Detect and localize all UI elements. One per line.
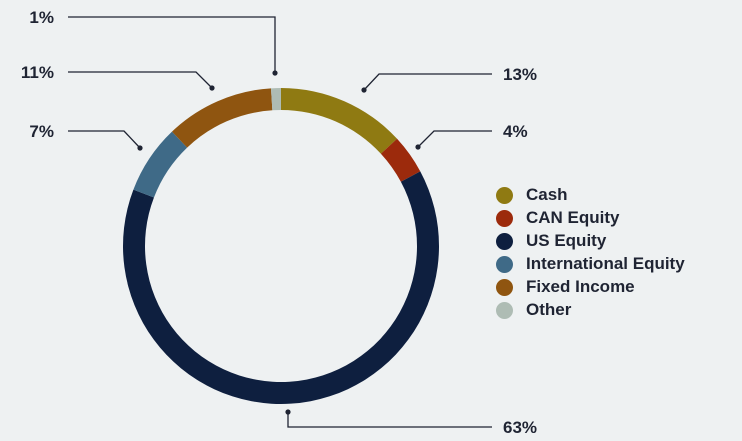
legend-swatch-can-equity	[496, 209, 513, 227]
legend-item-can-equity: CAN Equity	[496, 207, 685, 229]
donut-slices	[122, 88, 439, 404]
value-label-can-equity: 4%	[503, 122, 528, 141]
legend-item-cash: Cash	[496, 184, 685, 206]
leader-line-cash	[363, 73, 492, 91]
legend-swatch-other	[496, 301, 513, 319]
legend-label-can-equity: CAN Equity	[526, 208, 620, 227]
slice-other	[270, 88, 281, 111]
legend-item-fixed-income: Fixed Income	[496, 276, 685, 298]
legend-label-us-equity: US Equity	[526, 231, 607, 250]
value-label-international-equity: 7%	[29, 122, 54, 141]
value-labels: 13% 4% 63% 7% 11% 1%	[21, 8, 537, 437]
legend-item-other: Other	[496, 299, 685, 321]
legend-swatch-international-equity	[496, 255, 513, 273]
leader-dot-us-equity	[285, 409, 291, 415]
leader-dot-international-equity	[137, 145, 143, 151]
leader-dot-can-equity	[415, 144, 421, 150]
legend-label-cash: Cash	[526, 185, 568, 204]
leader-line-other	[68, 16, 276, 73]
value-label-fixed-income: 11%	[21, 63, 54, 82]
legend-swatch-us-equity	[496, 232, 513, 250]
legend-item-international-equity: International Equity	[496, 253, 685, 275]
legend-swatch-fixed-income	[496, 278, 513, 296]
legend-item-us-equity: US Equity	[496, 230, 685, 252]
leader-lines	[68, 16, 492, 428]
leader-dot-fixed-income	[209, 85, 215, 91]
legend-swatch-cash	[496, 186, 513, 204]
leader-dot-cash	[361, 87, 367, 93]
slice-can-equity	[380, 138, 421, 182]
leader-dot-other	[272, 70, 278, 76]
leader-line-international-equity	[68, 130, 141, 149]
slice-us-equity	[122, 171, 439, 404]
slice-fixed-income	[171, 88, 273, 148]
legend-label-fixed-income: Fixed Income	[526, 277, 635, 296]
legend-label-international-equity: International Equity	[526, 254, 685, 273]
slice-cash	[281, 88, 398, 154]
legend-label-other: Other	[526, 300, 572, 319]
leader-line-fixed-income	[68, 71, 213, 89]
value-label-us-equity: 63%	[503, 418, 537, 437]
leader-line-us-equity	[287, 412, 492, 428]
leader-line-can-equity	[417, 130, 492, 148]
value-label-cash: 13%	[503, 65, 537, 84]
chart-legend: Cash CAN Equity US Equity International …	[496, 184, 685, 322]
slice-international-equity	[133, 131, 188, 198]
value-label-other: 1%	[29, 8, 54, 27]
